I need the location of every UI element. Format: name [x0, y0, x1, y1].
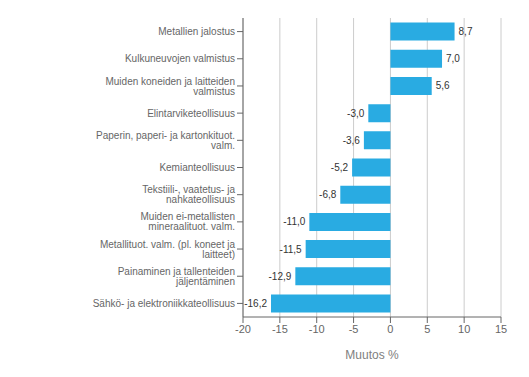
svg-text:7,0: 7,0 — [446, 53, 460, 64]
svg-text:10: 10 — [458, 323, 470, 335]
svg-text:15: 15 — [495, 323, 507, 335]
svg-text:Tekstiili-, vaatetus- janahkat: Tekstiili-, vaatetus- janahkateollisuus — [142, 184, 235, 205]
svg-text:Sähkö- ja elektroniikkateollis: Sähkö- ja elektroniikkateollisuus — [93, 298, 235, 309]
svg-text:-16,2: -16,2 — [244, 298, 267, 309]
svg-text:Kulkuneuvojen valmistus: Kulkuneuvojen valmistus — [125, 53, 235, 64]
svg-text:8,7: 8,7 — [459, 26, 473, 37]
svg-text:Painaminen ja tallenteidenjälj: Painaminen ja tallenteidenjäljentäminen — [118, 266, 235, 287]
svg-text:-12,9: -12,9 — [269, 271, 292, 282]
svg-text:Kemianteollisuus: Kemianteollisuus — [159, 162, 235, 173]
svg-text:-15: -15 — [272, 323, 288, 335]
svg-text:Metallituot. valm. (pl. koneet: Metallituot. valm. (pl. koneet jalaittee… — [100, 239, 235, 260]
svg-text:Metallien jalostus: Metallien jalostus — [158, 26, 235, 37]
svg-text:0: 0 — [387, 323, 393, 335]
svg-text:Elintarviketeollisuus: Elintarviketeollisuus — [147, 108, 235, 119]
svg-text:5: 5 — [424, 323, 430, 335]
svg-text:-6,8: -6,8 — [319, 189, 337, 200]
svg-text:Muiden ei-metallistenmineraali: Muiden ei-metallistenmineraalituot. valm… — [141, 211, 236, 232]
svg-text:-20: -20 — [235, 323, 251, 335]
svg-text:-3,6: -3,6 — [343, 135, 361, 146]
svg-text:Paperin, paperi- ja kartonkitu: Paperin, paperi- ja kartonkituot.valm. — [96, 130, 235, 151]
svg-text:5,6: 5,6 — [436, 80, 450, 91]
svg-text:-3,0: -3,0 — [347, 108, 365, 119]
svg-text:Muiden koneiden ja laitteidenv: Muiden koneiden ja laitteidenvalmistus — [105, 76, 235, 97]
svg-text:-5,2: -5,2 — [331, 162, 349, 173]
svg-text:Muutos %: Muutos % — [345, 348, 399, 362]
svg-text:-11,5: -11,5 — [280, 244, 302, 255]
svg-text:-10: -10 — [309, 323, 325, 335]
svg-text:-11,0: -11,0 — [283, 216, 305, 227]
svg-text:-5: -5 — [349, 323, 359, 335]
